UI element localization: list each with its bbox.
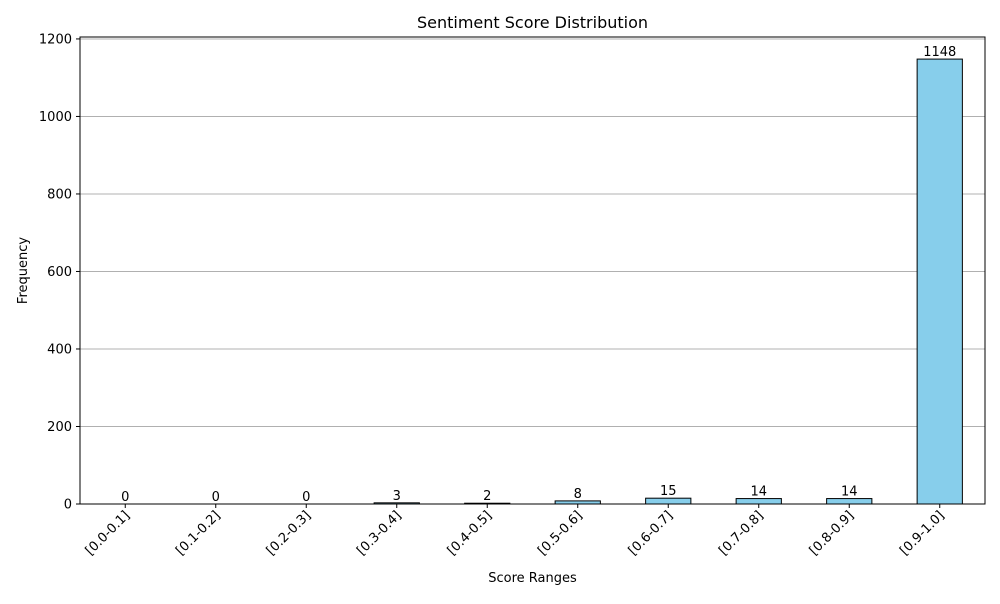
y-tick-label: 1200	[39, 32, 72, 47]
x-tick-label: [0.1-0.2]	[173, 508, 223, 558]
y-axis-ticks: 0 200 400 600 800 1000 1200	[39, 32, 80, 513]
y-axis-label: Frequency	[16, 237, 31, 304]
bar-value-label: 0	[302, 490, 310, 505]
bar-value-label: 0	[212, 490, 220, 505]
plot-frame	[79, 36, 986, 505]
x-tick-label: [0.5-0.6]	[535, 508, 585, 558]
x-tick-label: [0.6-0.7]	[626, 508, 676, 558]
x-tick-label: [0.7-0.8]	[716, 508, 766, 558]
y-tick-label: 0	[64, 498, 72, 513]
bar-value-label: 14	[750, 485, 767, 500]
x-tick-label: [0.2-0.3]	[264, 508, 314, 558]
bars	[373, 58, 963, 505]
y-tick-label: 800	[47, 187, 72, 202]
x-axis-label: Score Ranges	[488, 571, 577, 586]
bar-value-label: 1148	[923, 45, 956, 60]
x-tick-label: [0.3-0.4]	[354, 508, 404, 558]
x-axis-ticks: [0.0-0.1] [0.1-0.2] [0.2-0.3] [0.3-0.4] [0.4…	[83, 504, 948, 559]
chart-title: Sentiment Score Distribution	[417, 13, 648, 32]
x-tick-label: [0.4-0.5]	[445, 508, 495, 558]
bar-value-label: 14	[841, 485, 858, 500]
bar-value-label: 15	[660, 484, 677, 499]
grid-lines	[80, 38, 985, 505]
bar-value-label: 2	[483, 489, 491, 504]
bar-value-label: 0	[121, 490, 129, 505]
data-labels: 0 0 0 3 2 8 15 14 14 1148	[121, 45, 956, 505]
y-tick-label: 600	[47, 265, 72, 280]
x-tick-label: [0.0-0.1]	[83, 508, 133, 558]
bar-9	[916, 58, 963, 505]
x-tick-label: [0.9-1.0]	[897, 508, 947, 558]
y-tick-label: 200	[47, 420, 72, 435]
bar-value-label: 3	[393, 489, 401, 504]
y-tick-label: 400	[47, 342, 72, 357]
bar-value-label: 8	[574, 487, 582, 502]
y-tick-label: 1000	[39, 110, 72, 125]
x-tick-label: [0.8-0.9]	[807, 508, 857, 558]
